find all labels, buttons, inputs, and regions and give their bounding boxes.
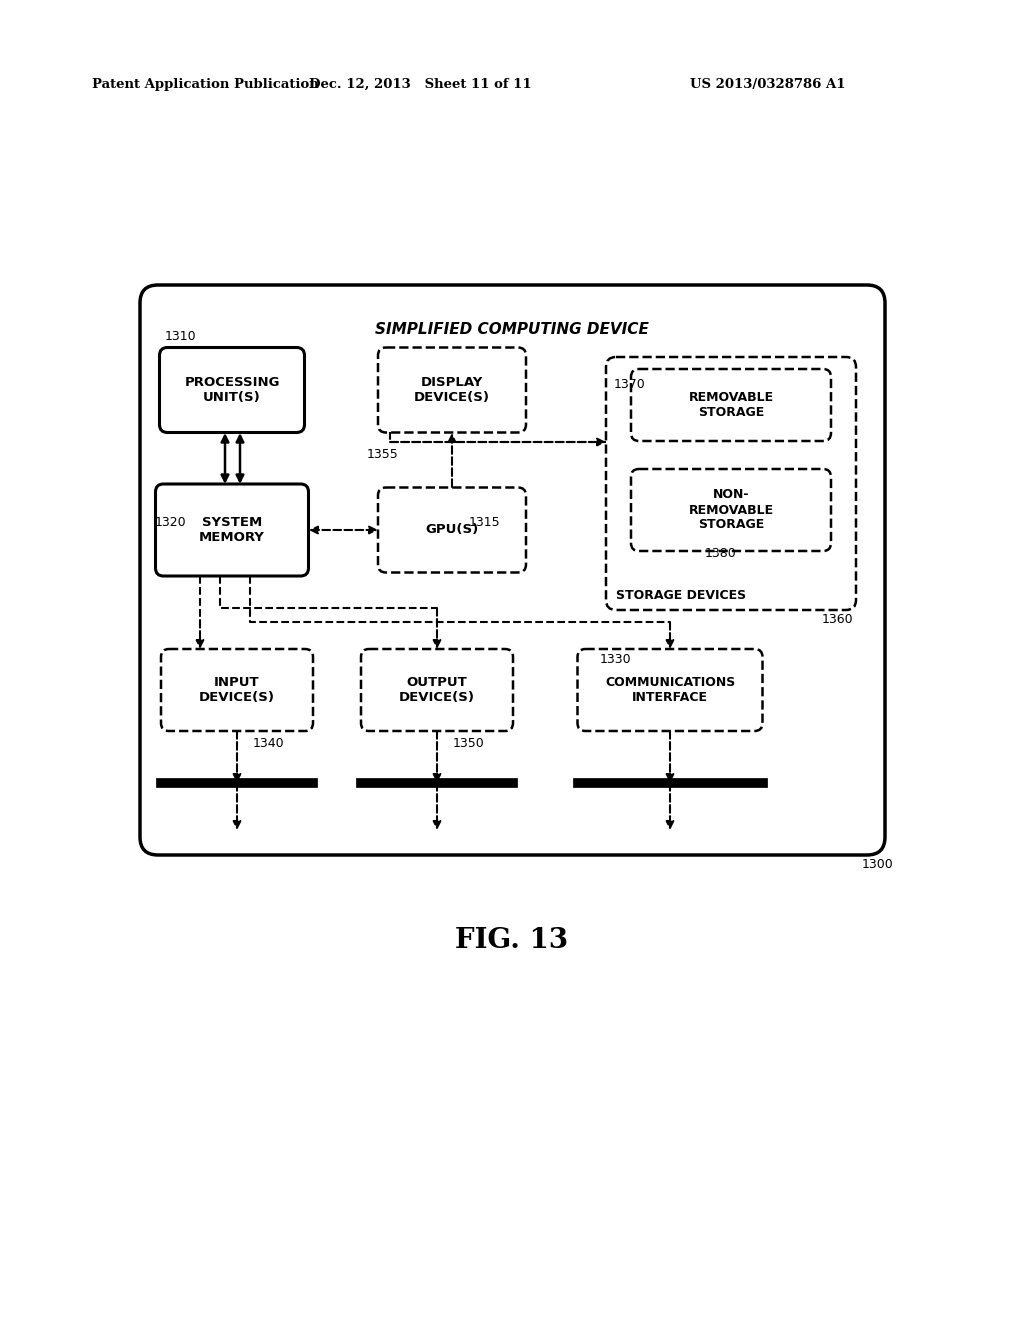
Text: 1300: 1300: [862, 858, 894, 871]
Text: FIG. 13: FIG. 13: [456, 927, 568, 953]
Text: 1380: 1380: [705, 546, 736, 560]
FancyBboxPatch shape: [160, 347, 304, 433]
Text: SYSTEM
MEMORY: SYSTEM MEMORY: [199, 516, 265, 544]
Text: PROCESSING
UNIT(S): PROCESSING UNIT(S): [184, 376, 280, 404]
Text: 1310: 1310: [165, 330, 197, 343]
Text: REMOVABLE
STORAGE: REMOVABLE STORAGE: [688, 391, 773, 418]
Text: DISPLAY
DEVICE(S): DISPLAY DEVICE(S): [414, 376, 490, 404]
Text: OUTPUT
DEVICE(S): OUTPUT DEVICE(S): [399, 676, 475, 704]
Text: SIMPLIFIED COMPUTING DEVICE: SIMPLIFIED COMPUTING DEVICE: [375, 322, 649, 338]
Text: STORAGE DEVICES: STORAGE DEVICES: [616, 589, 746, 602]
Text: 1330: 1330: [600, 653, 632, 667]
Text: 1320: 1320: [155, 516, 186, 529]
FancyBboxPatch shape: [156, 484, 308, 576]
Text: COMMUNICATIONS
INTERFACE: COMMUNICATIONS INTERFACE: [605, 676, 735, 704]
Text: INPUT
DEVICE(S): INPUT DEVICE(S): [199, 676, 275, 704]
Text: NON-
REMOVABLE
STORAGE: NON- REMOVABLE STORAGE: [688, 488, 773, 532]
FancyBboxPatch shape: [361, 649, 513, 731]
FancyBboxPatch shape: [378, 487, 526, 573]
Text: US 2013/0328786 A1: US 2013/0328786 A1: [690, 78, 846, 91]
Text: Dec. 12, 2013   Sheet 11 of 11: Dec. 12, 2013 Sheet 11 of 11: [308, 78, 531, 91]
FancyBboxPatch shape: [606, 356, 856, 610]
Text: 1350: 1350: [453, 737, 484, 750]
Text: 1360: 1360: [822, 612, 854, 626]
Text: 1370: 1370: [614, 378, 646, 391]
FancyBboxPatch shape: [631, 469, 831, 550]
Text: 1315: 1315: [469, 516, 501, 529]
Text: GPU(S): GPU(S): [425, 524, 478, 536]
FancyBboxPatch shape: [578, 649, 763, 731]
FancyBboxPatch shape: [161, 649, 313, 731]
Text: 1355: 1355: [367, 447, 398, 461]
FancyBboxPatch shape: [631, 370, 831, 441]
Text: Patent Application Publication: Patent Application Publication: [92, 78, 318, 91]
FancyBboxPatch shape: [378, 347, 526, 433]
Text: 1340: 1340: [253, 737, 285, 750]
FancyBboxPatch shape: [140, 285, 885, 855]
